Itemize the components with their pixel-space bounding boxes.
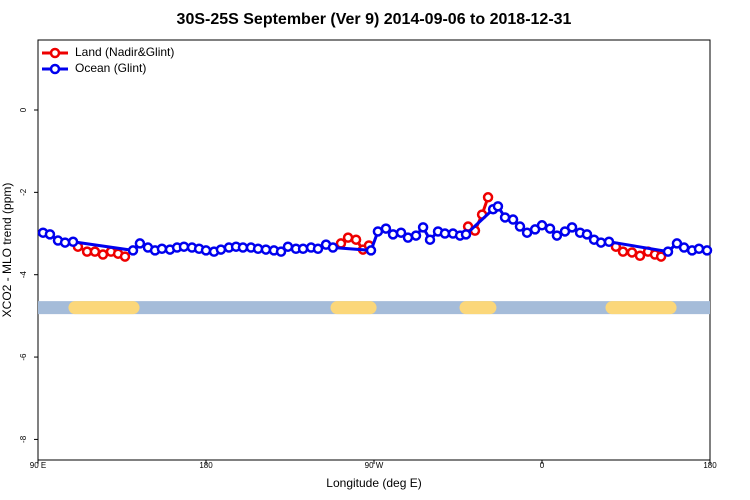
data-point <box>424 234 436 245</box>
x-tick-label: 90 E <box>30 461 46 470</box>
data-point <box>215 244 227 255</box>
data-point <box>365 245 377 256</box>
legend-marker <box>49 63 61 75</box>
data-point <box>350 234 362 245</box>
chart-title: 30S-25S September (Ver 9) 2014-09-06 to … <box>177 11 572 28</box>
data-point <box>342 232 354 243</box>
data-point <box>178 241 190 252</box>
data-point <box>260 244 272 255</box>
y-tick-label: -4 <box>19 271 28 279</box>
data-point <box>551 230 563 241</box>
data-point <box>603 236 615 248</box>
data-point <box>380 223 392 234</box>
data-point <box>634 250 646 262</box>
x-axis-label: Longitude (deg E) <box>326 476 421 490</box>
legend-label: Land (Nadir&Glint) <box>75 45 174 59</box>
data-point <box>327 242 339 253</box>
data-point <box>417 222 429 233</box>
data-point <box>387 229 399 240</box>
data-point <box>617 246 629 257</box>
data-point <box>499 212 511 223</box>
data-point <box>127 245 139 256</box>
y-tick-label: -2 <box>19 188 28 196</box>
data-point <box>460 229 472 240</box>
y-tick-label: -6 <box>19 353 28 361</box>
data-point <box>507 214 519 225</box>
legend-marker <box>49 47 61 59</box>
y-tick-label: 0 <box>19 107 28 112</box>
data-point <box>200 245 212 256</box>
data-point <box>410 230 422 241</box>
x-tick-label: 180 <box>703 461 717 470</box>
legend-label: Ocean (Glint) <box>75 61 146 75</box>
x-tick-label: 0 <box>540 461 545 470</box>
data-point <box>662 246 674 257</box>
data-point <box>395 227 407 238</box>
data-point <box>312 243 324 255</box>
data-point <box>492 201 504 212</box>
data-point <box>566 222 578 233</box>
data-point <box>701 245 713 256</box>
data-point <box>655 251 667 262</box>
x-tick-label: 90 W <box>365 461 384 470</box>
data-point <box>581 229 593 240</box>
data-point <box>544 223 556 234</box>
y-axis-label: XCO2 - MLO trend (ppm) <box>0 183 14 318</box>
data-point <box>402 232 414 243</box>
data-point <box>693 243 705 255</box>
data-point <box>275 246 287 257</box>
data-point <box>282 241 294 252</box>
data-point <box>44 229 56 240</box>
data-point <box>119 251 131 262</box>
data-point <box>156 243 168 255</box>
data-point <box>59 237 71 248</box>
data-point <box>595 237 607 248</box>
data-point <box>134 238 146 249</box>
y-tick-label: -8 <box>19 435 28 443</box>
data-point <box>514 221 526 232</box>
data-point <box>297 243 309 255</box>
x-tick-label: 180 <box>199 461 213 470</box>
data-point <box>67 236 79 248</box>
data-point <box>482 192 494 203</box>
